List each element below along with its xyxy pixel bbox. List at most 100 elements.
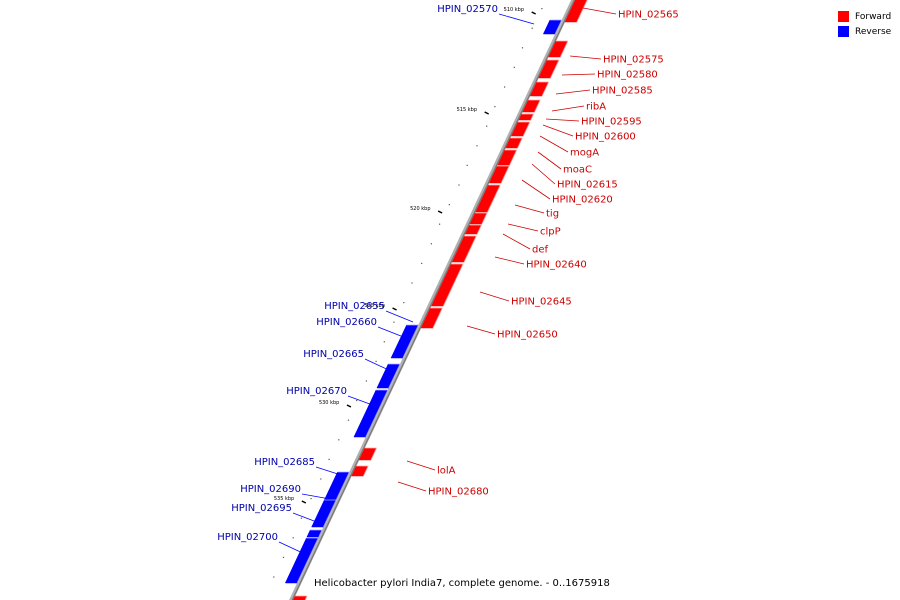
gene-highlight <box>554 19 563 35</box>
legend-reverse-label: Reverse <box>855 26 892 37</box>
forward-gene-label: HPIN_02650 <box>497 330 558 341</box>
forward-leader <box>555 89 591 95</box>
forward-gene-label: HPIN_02680 <box>428 487 489 498</box>
reverse-gene-label: HPIN_02690 <box>240 484 301 495</box>
forward-leader <box>561 73 596 76</box>
gene-highlight <box>522 121 531 137</box>
gene-highlight <box>388 363 401 389</box>
minor-tick <box>439 223 441 225</box>
legend-reverse: Reverse <box>838 24 891 39</box>
gene-highlight <box>559 40 569 58</box>
backbone-line <box>289 0 576 600</box>
reverse-leader <box>385 310 414 323</box>
reverse-gene-label: HPIN_02700 <box>217 532 278 543</box>
gene-highlight <box>335 471 351 501</box>
reverse-gene-label: HPIN_02685 <box>254 457 315 468</box>
tick-label: 530 kbp <box>319 400 339 406</box>
minor-tick <box>466 164 468 166</box>
minor-tick <box>521 47 524 49</box>
forward-leader <box>466 325 496 335</box>
tick-label: 520 kbp <box>410 206 430 212</box>
forward-leader <box>551 105 585 112</box>
minor-tick <box>486 125 488 127</box>
forward-gene-label: HPIN_02620 <box>552 195 613 206</box>
tick-label: 510 kbp <box>504 7 524 13</box>
forward-gene-label: HPIN_02615 <box>557 180 618 191</box>
minor-tick <box>300 517 302 519</box>
reverse-gene-label: HPIN_02570 <box>437 4 498 15</box>
minor-tick <box>541 8 543 10</box>
minor-tick <box>338 439 340 441</box>
major-tick <box>531 11 536 15</box>
forward-gene-label: HPIN_02640 <box>526 260 587 271</box>
forward-gene-label: HPIN_02585 <box>592 86 653 97</box>
forward-gene-label: def <box>532 245 549 256</box>
tick-label: 525 kbp <box>365 303 385 309</box>
reverse-gene-label: HPIN_02695 <box>231 503 292 514</box>
gene-highlight <box>365 389 389 438</box>
gene-highlight <box>463 235 477 263</box>
forward-gene-label: clpP <box>540 227 561 238</box>
reverse-leader <box>301 493 331 500</box>
tick-label: 535 kbp <box>274 496 294 502</box>
legend-forward-label: Forward <box>855 11 892 22</box>
minor-tick <box>393 321 395 323</box>
minor-tick <box>513 66 515 68</box>
gene-highlight <box>476 224 483 235</box>
gene-highlight <box>500 165 510 184</box>
gene-highlight <box>442 263 464 307</box>
genes <box>284 0 588 600</box>
forward-leader <box>406 460 436 471</box>
gene-highlight <box>550 59 560 79</box>
major-tick <box>484 111 489 115</box>
major-tick <box>437 210 443 214</box>
gene-highlight <box>487 184 501 213</box>
legend-forward: Forward <box>838 9 891 24</box>
forward-gene-label: tig <box>546 209 559 220</box>
minor-tick <box>375 360 377 362</box>
gene-highlight <box>509 149 518 166</box>
reverse-swatch <box>838 26 849 37</box>
forward-leader <box>537 151 562 170</box>
gene-highlight <box>541 81 550 97</box>
minor-tick <box>403 302 405 304</box>
minor-tick <box>273 576 275 578</box>
reverse-leader <box>364 358 394 373</box>
gene-highlight <box>296 537 319 584</box>
reverse-gene-label: HPIN_02665 <box>303 349 364 360</box>
reverse-leader <box>278 541 308 556</box>
major-ticks: 510 kbp 515 kbp 520 kbp 525 kbp 530 kbp 535 k… <box>274 7 536 504</box>
legend: Forward Reverse <box>838 9 891 39</box>
minor-tick <box>328 458 330 460</box>
forward-leader <box>582 7 617 15</box>
minor-tick <box>411 282 413 284</box>
reverse-leader <box>498 13 535 25</box>
gene-labels: HPIN_02565 HPIN_02575 HPIN_02580 HPIN_02585… <box>217 4 679 543</box>
gene-highlight <box>517 137 523 149</box>
gene-highlight <box>318 529 323 538</box>
forward-gene-label: mogA <box>570 148 599 159</box>
gene-highlight <box>402 324 420 359</box>
forward-gene-label: HPIN_02645 <box>511 297 572 308</box>
forward-leader <box>502 233 531 250</box>
minor-tick <box>448 204 450 206</box>
genome-caption: Helicobacter pylori India7, complete gen… <box>314 578 610 589</box>
minor-tick <box>421 262 423 264</box>
forward-leader <box>521 179 551 200</box>
reverse-leader <box>292 512 323 525</box>
forward-gene-label: ribA <box>586 102 606 113</box>
minor-tick <box>356 400 358 402</box>
minor-tick <box>282 556 285 558</box>
forward-leader <box>569 55 602 60</box>
minor-tick <box>476 145 478 147</box>
forward-gene-label: HPIN_02580 <box>597 70 658 81</box>
gene-highlight <box>363 465 369 477</box>
major-tick <box>346 404 352 408</box>
gene-highlight <box>481 212 488 225</box>
gene-highlight <box>534 99 541 113</box>
backbone-core <box>291 0 575 600</box>
forward-gene-label: HPIN_02600 <box>575 132 636 143</box>
forward-gene-label: lolA <box>437 466 456 477</box>
forward-swatch <box>838 11 849 22</box>
